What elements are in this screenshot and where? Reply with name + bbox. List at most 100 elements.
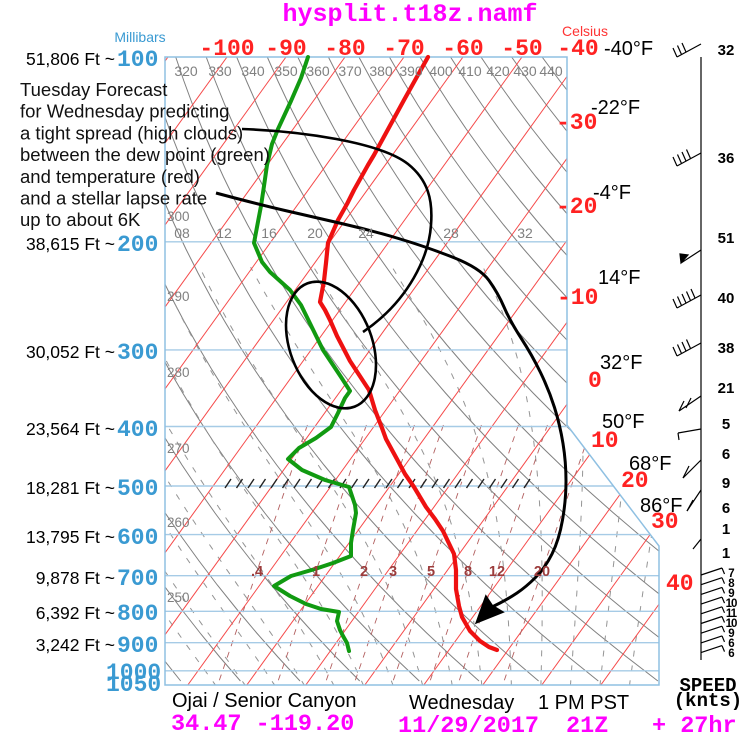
svg-text:2: 2 xyxy=(360,564,368,580)
svg-text:-4°F: -4°F xyxy=(593,182,631,204)
svg-text:-80: -80 xyxy=(324,36,365,62)
svg-text:1050: 1050 xyxy=(106,672,161,698)
svg-text:10: 10 xyxy=(726,598,737,610)
svg-text:20: 20 xyxy=(534,564,550,580)
svg-text:Tuesday Forecast: Tuesday Forecast xyxy=(20,79,167,100)
svg-text:-40°F: -40°F xyxy=(604,38,653,60)
svg-text:9: 9 xyxy=(728,588,734,600)
svg-text:440: 440 xyxy=(539,63,563,79)
svg-text:1: 1 xyxy=(312,564,320,580)
svg-text:38: 38 xyxy=(718,340,735,357)
svg-text:9,878 Ft ~: 9,878 Ft ~ xyxy=(36,568,115,588)
svg-text:-50: -50 xyxy=(501,36,542,62)
svg-text:30: 30 xyxy=(651,509,679,535)
svg-text:12: 12 xyxy=(216,225,232,241)
svg-text:250: 250 xyxy=(167,590,190,605)
svg-text:410: 410 xyxy=(458,63,482,79)
svg-text:between the dew point (green): between the dew point (green) xyxy=(20,144,270,165)
svg-text:Ojai / Senior Canyon: Ojai / Senior Canyon xyxy=(172,690,357,712)
svg-text:32: 32 xyxy=(517,225,533,241)
svg-text:-40: -40 xyxy=(557,36,598,62)
svg-text:6: 6 xyxy=(728,638,734,650)
svg-text:30,052 Ft ~: 30,052 Ft ~ xyxy=(26,342,115,362)
svg-text:9: 9 xyxy=(728,628,734,640)
svg-text:68°F: 68°F xyxy=(629,453,671,475)
svg-text:280: 280 xyxy=(167,365,190,380)
svg-text:6: 6 xyxy=(722,446,730,463)
svg-text:330: 330 xyxy=(208,63,232,79)
svg-text:1: 1 xyxy=(722,521,730,538)
svg-text:Celsius: Celsius xyxy=(562,23,608,39)
svg-text:270: 270 xyxy=(167,441,190,456)
svg-text:-30: -30 xyxy=(556,110,597,136)
svg-text:320: 320 xyxy=(174,63,198,79)
svg-text:5: 5 xyxy=(427,564,435,580)
svg-text:9: 9 xyxy=(722,475,730,492)
svg-text:11/29/2017: 11/29/2017 xyxy=(398,713,539,740)
svg-text:23,564 Ft ~: 23,564 Ft ~ xyxy=(26,419,115,439)
svg-text:900: 900 xyxy=(117,633,158,659)
svg-text:21: 21 xyxy=(718,380,735,397)
svg-text:0: 0 xyxy=(588,368,602,394)
svg-text:10: 10 xyxy=(726,618,737,630)
svg-text:38,615 Ft ~: 38,615 Ft ~ xyxy=(26,234,115,254)
svg-text:6,392 Ft ~: 6,392 Ft ~ xyxy=(36,603,115,623)
svg-text:430: 430 xyxy=(513,63,537,79)
svg-text:18,281 Ft ~: 18,281 Ft ~ xyxy=(26,478,115,498)
svg-text:-70: -70 xyxy=(383,36,424,62)
svg-text:13,795 Ft ~: 13,795 Ft ~ xyxy=(26,527,115,547)
svg-text:260: 260 xyxy=(167,515,190,530)
svg-text:400: 400 xyxy=(117,417,158,443)
svg-text:08: 08 xyxy=(174,225,190,241)
svg-text:51: 51 xyxy=(718,230,735,247)
svg-text:500: 500 xyxy=(117,476,158,502)
svg-text:12: 12 xyxy=(489,564,505,580)
svg-text:200: 200 xyxy=(117,232,158,258)
svg-text:300: 300 xyxy=(117,340,158,366)
svg-text:50°F: 50°F xyxy=(602,411,644,433)
svg-text:370: 370 xyxy=(338,63,362,79)
svg-text:1: 1 xyxy=(722,545,730,562)
svg-text:32°F: 32°F xyxy=(600,352,642,374)
svg-text:-22°F: -22°F xyxy=(591,97,640,119)
svg-text:40: 40 xyxy=(718,290,735,307)
svg-text:-100: -100 xyxy=(199,36,254,62)
svg-text:420: 420 xyxy=(486,63,510,79)
svg-text:3: 3 xyxy=(389,564,397,580)
svg-text:86°F: 86°F xyxy=(640,495,682,517)
svg-text:380: 380 xyxy=(369,63,393,79)
svg-text:300: 300 xyxy=(167,209,190,224)
svg-text:+ 27hr: + 27hr xyxy=(652,713,737,740)
svg-text:24: 24 xyxy=(358,225,374,241)
svg-text:1000: 1000 xyxy=(106,660,161,686)
svg-text:400: 400 xyxy=(429,63,453,79)
svg-text:21Z: 21Z xyxy=(566,713,608,740)
svg-text:20: 20 xyxy=(307,225,323,241)
svg-text:8: 8 xyxy=(464,564,472,580)
svg-text:14°F: 14°F xyxy=(598,267,640,289)
svg-text:7: 7 xyxy=(728,568,734,580)
svg-text:51,806 Ft ~: 51,806 Ft ~ xyxy=(26,49,115,69)
svg-text:-90: -90 xyxy=(265,36,306,62)
svg-text:and temperature (red): and temperature (red) xyxy=(20,166,200,187)
svg-text:6: 6 xyxy=(722,500,730,517)
svg-text:up to about 6K: up to about 6K xyxy=(20,209,141,230)
svg-text:350: 350 xyxy=(274,63,298,79)
svg-text:700: 700 xyxy=(117,566,158,592)
svg-text:290: 290 xyxy=(167,289,190,304)
svg-text:-60: -60 xyxy=(442,36,483,62)
svg-text:5: 5 xyxy=(722,416,730,433)
svg-text:hysplit.t18z.namf: hysplit.t18z.namf xyxy=(282,0,537,29)
svg-text:6: 6 xyxy=(728,648,734,660)
svg-text:Wednesday: Wednesday xyxy=(409,692,514,714)
svg-text:600: 600 xyxy=(117,525,158,551)
svg-text:SPEED: SPEED xyxy=(679,675,736,697)
svg-text:-10: -10 xyxy=(557,285,598,311)
svg-text:40: 40 xyxy=(666,571,694,597)
svg-text:(knts): (knts) xyxy=(674,690,741,712)
svg-text:10: 10 xyxy=(591,428,619,454)
svg-text:a tight spread (high clouds): a tight spread (high clouds) xyxy=(20,122,243,143)
svg-text:360: 360 xyxy=(306,63,330,79)
svg-text:-20: -20 xyxy=(556,194,597,220)
svg-text:32: 32 xyxy=(718,42,735,59)
